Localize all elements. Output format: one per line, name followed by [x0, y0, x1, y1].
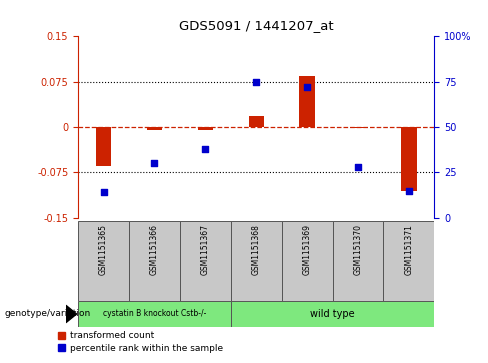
- FancyBboxPatch shape: [384, 221, 434, 301]
- Legend: transformed count, percentile rank within the sample: transformed count, percentile rank withi…: [58, 331, 223, 353]
- Bar: [198, 127, 213, 130]
- Point: [303, 84, 311, 90]
- Point: [150, 160, 158, 166]
- Bar: [96, 127, 111, 166]
- FancyBboxPatch shape: [282, 221, 332, 301]
- Point: [202, 146, 209, 152]
- Bar: [401, 127, 417, 191]
- Text: GSM1151367: GSM1151367: [201, 224, 210, 275]
- Bar: [248, 116, 264, 127]
- Text: GSM1151370: GSM1151370: [353, 224, 363, 275]
- FancyBboxPatch shape: [332, 221, 384, 301]
- Point: [354, 164, 362, 170]
- Text: GSM1151369: GSM1151369: [303, 224, 312, 275]
- FancyBboxPatch shape: [180, 221, 231, 301]
- Point: [252, 79, 260, 85]
- Text: cystatin B knockout Cstb-/-: cystatin B knockout Cstb-/-: [103, 310, 206, 318]
- Bar: [300, 76, 315, 127]
- Title: GDS5091 / 1441207_at: GDS5091 / 1441207_at: [179, 19, 333, 32]
- Text: GSM1151368: GSM1151368: [252, 224, 261, 275]
- Bar: [350, 127, 366, 128]
- Point: [100, 189, 107, 195]
- FancyBboxPatch shape: [231, 301, 434, 327]
- Text: genotype/variation: genotype/variation: [5, 310, 91, 318]
- Text: GSM1151366: GSM1151366: [150, 224, 159, 275]
- Text: GSM1151365: GSM1151365: [99, 224, 108, 275]
- Bar: [147, 127, 162, 130]
- FancyBboxPatch shape: [78, 221, 129, 301]
- FancyBboxPatch shape: [78, 301, 231, 327]
- Text: GSM1151371: GSM1151371: [405, 224, 413, 275]
- Point: [405, 188, 413, 193]
- FancyBboxPatch shape: [231, 221, 282, 301]
- FancyBboxPatch shape: [129, 221, 180, 301]
- Polygon shape: [66, 305, 77, 323]
- Text: wild type: wild type: [310, 309, 355, 319]
